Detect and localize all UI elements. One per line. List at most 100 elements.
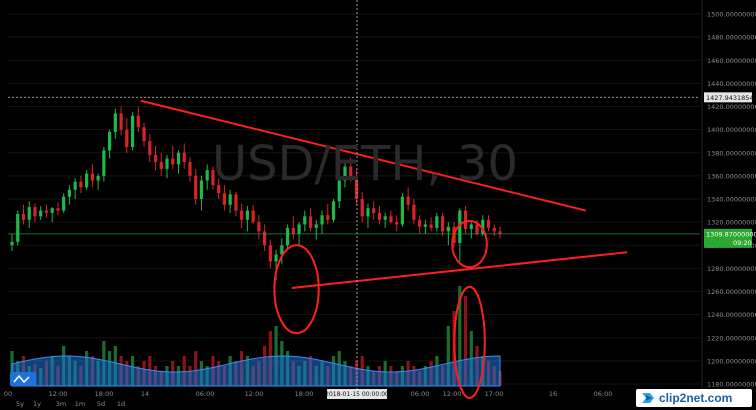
drawn-annotations (140, 99, 628, 399)
highlight-ellipse (451, 219, 488, 269)
candle-body (240, 210, 244, 220)
clip2net-watermark[interactable]: clip2net.com (636, 389, 752, 407)
timeframe-button-5y[interactable]: 5y (16, 400, 24, 408)
candle (320, 210, 324, 234)
candle-body (10, 241, 14, 246)
candle (337, 175, 341, 209)
candle (90, 164, 94, 188)
candle (159, 152, 163, 176)
candle (463, 205, 468, 234)
candle (498, 226, 502, 239)
volume-bar (182, 356, 186, 386)
candle-body (194, 175, 198, 199)
candle (251, 204, 255, 225)
candle-body (113, 113, 117, 132)
candle-body (62, 196, 66, 211)
candle-body (27, 207, 31, 220)
candle-body (102, 150, 106, 176)
candle-body (257, 222, 261, 232)
volume-bar (446, 326, 450, 386)
candle-body (360, 199, 364, 217)
candle-body (326, 215, 330, 220)
tradingview-logo-icon (10, 372, 36, 386)
candle-body (165, 158, 169, 169)
grid-lines (8, 13, 700, 385)
candle (56, 202, 60, 216)
candle (62, 193, 66, 213)
candle (349, 157, 353, 182)
candle (440, 212, 445, 236)
logo-bg (10, 372, 36, 386)
candle (102, 146, 106, 182)
candle (245, 205, 249, 232)
candle-body (337, 180, 341, 202)
candle (96, 173, 100, 190)
candle (481, 215, 485, 236)
candle-body (159, 162, 163, 169)
candle (10, 233, 14, 252)
candle-body (458, 210, 462, 243)
candle (50, 207, 54, 223)
candle (130, 112, 135, 151)
volume-bar (463, 296, 468, 386)
crosshair-time-label: 2018-01-15 00:00:00 (325, 391, 389, 398)
candle (44, 204, 49, 218)
time-tick-label: 00 (4, 390, 12, 398)
candle (125, 118, 129, 153)
candle (176, 150, 181, 174)
price-tick-label: 1360.00000000 (707, 172, 756, 180)
candle-body (492, 227, 496, 232)
candle-body (171, 158, 175, 165)
candle (217, 178, 221, 199)
candle-body (108, 131, 112, 151)
candle-body (331, 201, 336, 220)
logo-mark (13, 374, 30, 384)
candle-body (67, 189, 72, 197)
candle (73, 178, 77, 199)
candle (354, 170, 359, 205)
crosshair-price-label: 1427.94318547 (706, 94, 756, 102)
candle (194, 168, 198, 205)
candle-body (96, 175, 100, 181)
timeframe-button-1m[interactable]: 1m (75, 400, 85, 408)
price-tick-label: 1400.00000000 (707, 126, 756, 134)
price-tick-label: 1280.00000000 (707, 265, 756, 273)
candle (188, 157, 192, 182)
candle-body (389, 216, 393, 223)
timeframe-button-5d[interactable]: 5d (97, 400, 105, 408)
candle (228, 189, 232, 213)
time-tick-label: 14 (141, 390, 149, 398)
volume-bars (10, 286, 502, 387)
time-tick-label: 18:00 (295, 390, 314, 398)
candle-body (475, 224, 479, 234)
candle-body (446, 226, 450, 232)
candle (360, 192, 364, 223)
timeframe-button-1d[interactable]: 1d (117, 400, 125, 408)
candle-body (39, 210, 43, 217)
candle-body (125, 129, 129, 147)
candle-body (285, 227, 290, 246)
highlight-ellipse (453, 285, 486, 399)
candle-body (469, 224, 473, 230)
candle-body (199, 180, 204, 199)
timeframe-button-3m[interactable]: 3m (56, 400, 66, 408)
candle (486, 215, 491, 232)
candle-body (21, 214, 26, 220)
candle (205, 164, 209, 190)
candle-body (263, 231, 267, 246)
timeframe-button-1y[interactable]: 1y (33, 400, 41, 408)
candle (308, 208, 313, 232)
candle-body (463, 210, 468, 230)
candle-body (205, 170, 209, 181)
candle (469, 222, 473, 239)
candle-body (176, 152, 181, 165)
price-tick-label: 1500.00000000 (707, 11, 756, 19)
candle-body (79, 181, 83, 188)
candle (79, 175, 83, 194)
candle-body (130, 115, 135, 147)
price-tick-label: 1440.00000000 (707, 80, 756, 88)
trendline (291, 251, 628, 290)
candle (171, 145, 175, 169)
candle-body (153, 155, 158, 162)
